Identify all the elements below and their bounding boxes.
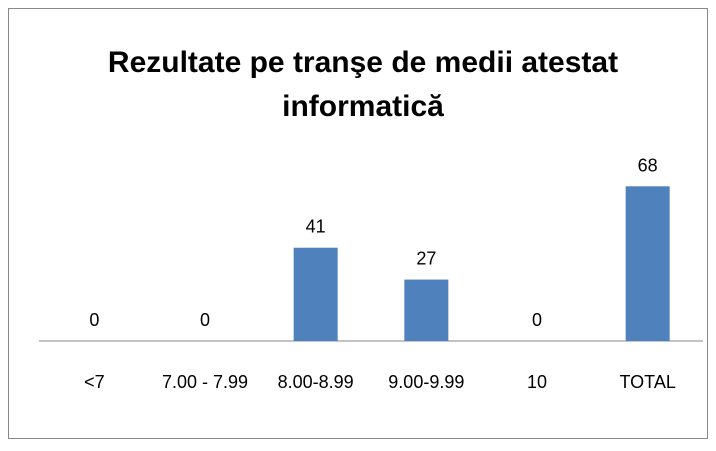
bar (404, 279, 449, 341)
x-tick-label: 10 (527, 372, 547, 392)
x-tick-label: 8.00-8.99 (278, 372, 354, 392)
data-label: 68 (638, 155, 658, 175)
data-label: 0 (532, 310, 542, 330)
x-tick-label: 7.00 - 7.99 (162, 372, 248, 392)
data-label: 0 (89, 310, 99, 330)
data-label: 27 (416, 249, 436, 269)
data-label: 41 (306, 217, 326, 237)
x-tick-label: <7 (84, 372, 105, 392)
chart-title: Rezultate pe tranşe de medii atestat info… (108, 46, 618, 123)
bar (293, 247, 338, 341)
x-tick-label: TOTAL (619, 372, 675, 392)
x-tick-label: 9.00-9.99 (388, 372, 464, 392)
bar (625, 186, 670, 341)
data-label: 0 (200, 310, 210, 330)
chart-border (8, 8, 708, 439)
